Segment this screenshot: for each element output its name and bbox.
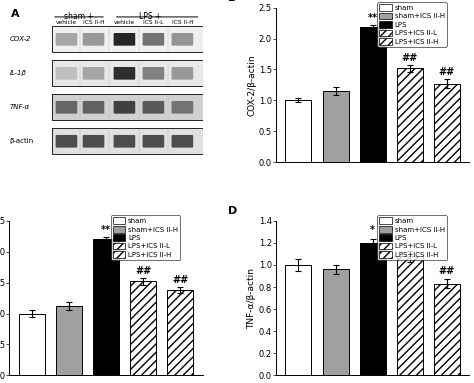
Bar <box>167 290 193 375</box>
Text: LPS +: LPS + <box>139 12 162 21</box>
Text: B: B <box>228 0 236 3</box>
Text: sham +: sham + <box>64 12 94 21</box>
Bar <box>360 28 386 162</box>
FancyBboxPatch shape <box>55 67 77 80</box>
FancyBboxPatch shape <box>82 101 104 114</box>
FancyBboxPatch shape <box>114 135 135 147</box>
FancyBboxPatch shape <box>172 135 193 147</box>
Text: **: ** <box>101 225 111 235</box>
Bar <box>285 265 311 375</box>
Text: A: A <box>11 9 20 19</box>
FancyBboxPatch shape <box>172 101 193 114</box>
Legend: sham, sham+ICS II-H, LPS, LPS+ICS II-L, LPS+ICS II-H: sham, sham+ICS II-H, LPS, LPS+ICS II-L, … <box>377 2 447 47</box>
Bar <box>322 91 348 162</box>
Text: TNF-α: TNF-α <box>9 104 30 110</box>
Text: ##: ## <box>439 266 455 276</box>
Text: β-actin: β-actin <box>9 138 34 144</box>
Text: ##: ## <box>135 266 151 276</box>
FancyBboxPatch shape <box>55 135 77 147</box>
Bar <box>93 239 119 375</box>
Text: **: ** <box>368 13 378 23</box>
FancyBboxPatch shape <box>55 101 77 114</box>
FancyBboxPatch shape <box>172 67 193 80</box>
Bar <box>52 26 203 52</box>
Bar <box>285 100 311 162</box>
Bar <box>360 243 386 375</box>
Bar <box>130 282 156 375</box>
FancyBboxPatch shape <box>143 33 164 46</box>
FancyBboxPatch shape <box>114 67 135 80</box>
Bar <box>56 306 82 375</box>
FancyBboxPatch shape <box>82 135 104 147</box>
Bar <box>322 269 348 375</box>
FancyBboxPatch shape <box>172 33 193 46</box>
Text: ##: ## <box>172 275 189 285</box>
FancyBboxPatch shape <box>114 33 135 46</box>
FancyBboxPatch shape <box>82 33 104 46</box>
Text: IL-1β: IL-1β <box>9 70 27 76</box>
Legend: sham, sham+ICS II-H, LPS, LPS+ICS II-L, LPS+ICS II-H: sham, sham+ICS II-H, LPS, LPS+ICS II-L, … <box>110 215 180 260</box>
Bar <box>52 60 203 87</box>
Text: ##: ## <box>401 52 418 63</box>
FancyBboxPatch shape <box>114 101 135 114</box>
Y-axis label: TNF-α/β-actin: TNF-α/β-actin <box>247 268 256 329</box>
Text: ICS II-H: ICS II-H <box>172 20 193 25</box>
FancyBboxPatch shape <box>143 101 164 114</box>
Y-axis label: COX-2/β-actin: COX-2/β-actin <box>247 54 256 116</box>
Bar <box>397 256 423 375</box>
Bar <box>397 68 423 162</box>
Bar <box>19 314 45 375</box>
Bar <box>52 94 203 120</box>
Bar <box>434 284 460 375</box>
Text: COX-2: COX-2 <box>9 36 31 43</box>
Text: ICS II-L: ICS II-L <box>143 20 164 25</box>
Text: vehicle: vehicle <box>56 20 77 25</box>
Text: *: * <box>370 225 375 235</box>
Text: ##: ## <box>439 67 455 77</box>
Legend: sham, sham+ICS II-H, LPS, LPS+ICS II-L, LPS+ICS II-H: sham, sham+ICS II-H, LPS, LPS+ICS II-L, … <box>377 215 447 260</box>
FancyBboxPatch shape <box>82 67 104 80</box>
Text: vehicle: vehicle <box>114 20 135 25</box>
FancyBboxPatch shape <box>143 135 164 147</box>
Bar <box>434 83 460 162</box>
FancyBboxPatch shape <box>55 33 77 46</box>
Text: D: D <box>228 206 237 216</box>
Bar <box>52 128 203 154</box>
Text: ICS II-H: ICS II-H <box>82 20 104 25</box>
FancyBboxPatch shape <box>143 67 164 80</box>
